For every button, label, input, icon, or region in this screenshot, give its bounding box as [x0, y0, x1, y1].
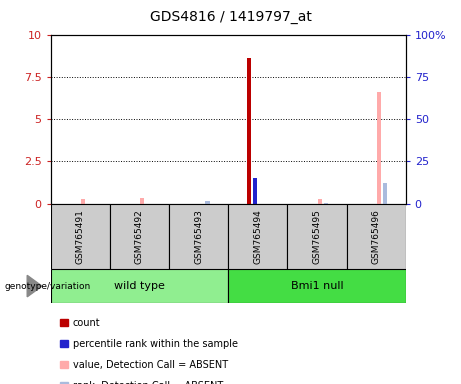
Bar	[140, 198, 144, 204]
Text: count: count	[73, 318, 100, 328]
Text: GSM765492: GSM765492	[135, 209, 144, 263]
Bar	[51, 269, 228, 303]
Bar	[347, 204, 406, 269]
Bar	[324, 203, 328, 204]
Text: GSM765494: GSM765494	[253, 209, 262, 263]
Bar	[51, 204, 110, 269]
Text: wild type: wild type	[114, 281, 165, 291]
Text: GSM765493: GSM765493	[194, 209, 203, 263]
Bar	[228, 269, 406, 303]
Text: Bmi1 null: Bmi1 null	[290, 281, 343, 291]
Bar	[247, 58, 251, 204]
Bar	[377, 92, 381, 204]
Text: percentile rank within the sample: percentile rank within the sample	[73, 339, 238, 349]
Bar	[318, 199, 322, 204]
Polygon shape	[27, 275, 42, 297]
Bar	[169, 204, 228, 269]
Text: GDS4816 / 1419797_at: GDS4816 / 1419797_at	[149, 10, 312, 23]
Bar	[228, 204, 287, 269]
Bar	[110, 204, 169, 269]
Bar	[81, 199, 85, 204]
Text: value, Detection Call = ABSENT: value, Detection Call = ABSENT	[73, 360, 228, 370]
Text: GSM765491: GSM765491	[76, 209, 85, 263]
Text: GSM765495: GSM765495	[313, 209, 321, 263]
Text: rank, Detection Call = ABSENT: rank, Detection Call = ABSENT	[73, 381, 223, 384]
Text: GSM765496: GSM765496	[372, 209, 381, 263]
Bar	[383, 183, 387, 204]
Bar	[287, 204, 347, 269]
Bar	[253, 178, 257, 204]
Text: genotype/variation: genotype/variation	[5, 281, 91, 291]
Bar	[206, 201, 210, 204]
